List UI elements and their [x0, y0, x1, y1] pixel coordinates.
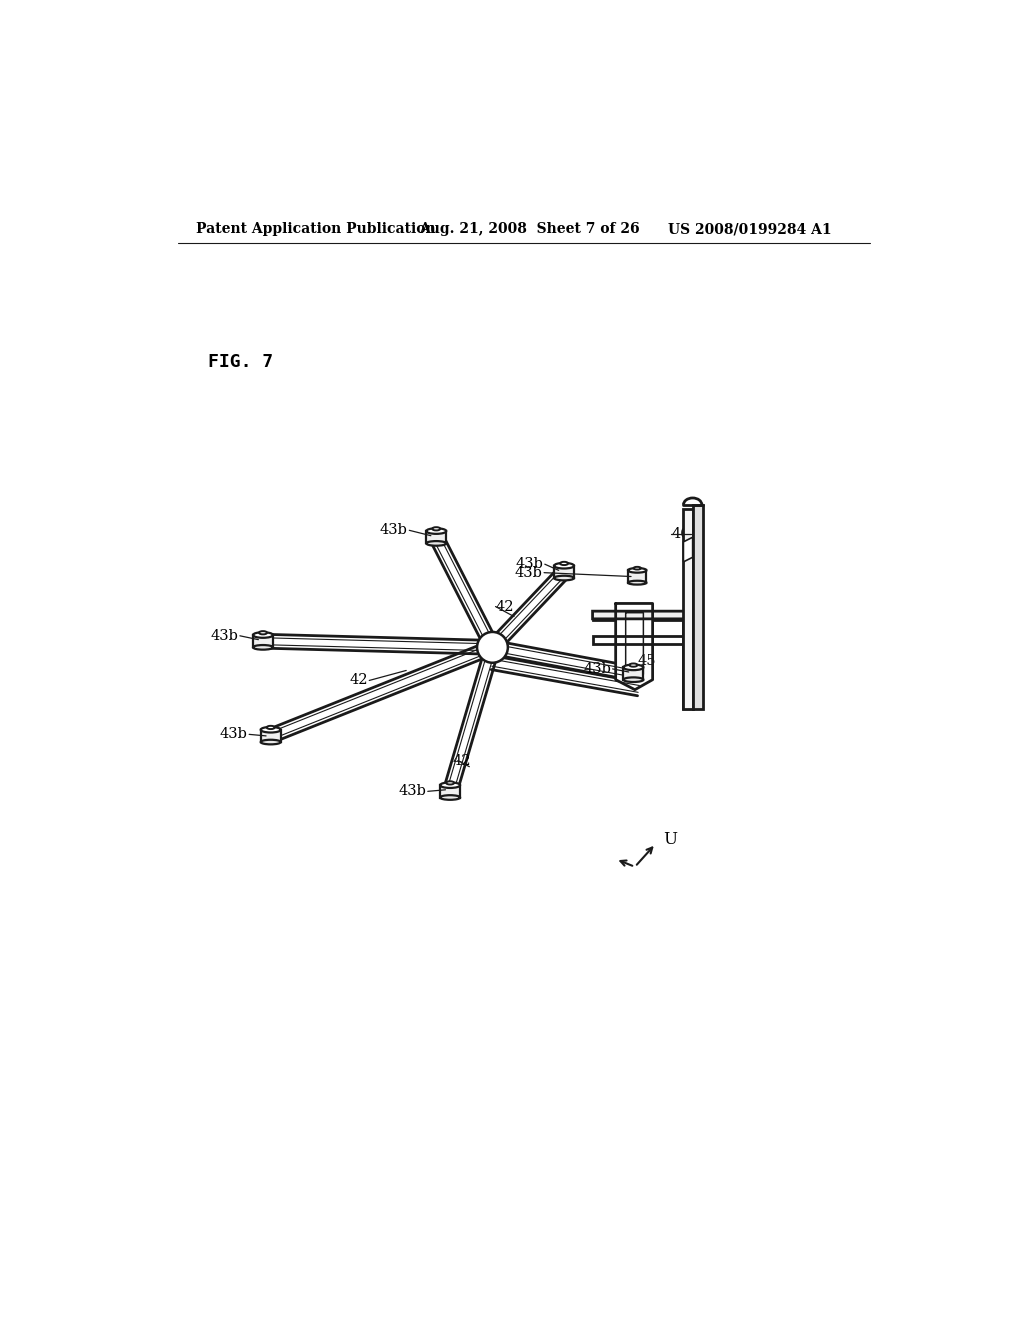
Ellipse shape: [426, 528, 446, 533]
Text: 43b: 43b: [211, 628, 239, 643]
Text: US 2008/0199284 A1: US 2008/0199284 A1: [668, 222, 831, 236]
Text: 45: 45: [638, 655, 656, 668]
Ellipse shape: [432, 527, 440, 531]
Ellipse shape: [624, 677, 643, 682]
Ellipse shape: [624, 664, 643, 671]
Polygon shape: [628, 570, 646, 582]
Ellipse shape: [554, 576, 574, 581]
Ellipse shape: [261, 739, 281, 744]
Ellipse shape: [628, 568, 646, 573]
Ellipse shape: [630, 664, 637, 667]
Polygon shape: [487, 568, 569, 652]
Ellipse shape: [554, 562, 574, 569]
Polygon shape: [593, 611, 683, 620]
Polygon shape: [593, 636, 683, 644]
Text: U: U: [664, 832, 678, 849]
Text: Patent Application Publication: Patent Application Publication: [196, 222, 435, 236]
Polygon shape: [492, 656, 640, 696]
Text: 43b: 43b: [380, 523, 408, 537]
Polygon shape: [492, 640, 635, 680]
Polygon shape: [440, 785, 460, 797]
Ellipse shape: [560, 562, 568, 565]
Circle shape: [477, 632, 508, 663]
Polygon shape: [615, 603, 652, 689]
Polygon shape: [624, 668, 643, 680]
Polygon shape: [683, 607, 692, 709]
Text: 43b: 43b: [398, 784, 426, 799]
Polygon shape: [692, 506, 702, 709]
Ellipse shape: [253, 632, 273, 638]
Polygon shape: [430, 535, 499, 651]
Text: 42: 42: [453, 754, 471, 767]
Text: 43b: 43b: [515, 557, 544, 572]
Polygon shape: [268, 642, 495, 742]
Text: FIG. 7: FIG. 7: [208, 354, 272, 371]
Ellipse shape: [426, 541, 446, 545]
Ellipse shape: [259, 631, 267, 635]
Ellipse shape: [634, 566, 641, 569]
Ellipse shape: [440, 783, 460, 788]
Ellipse shape: [253, 645, 273, 649]
Text: 42: 42: [496, 599, 514, 614]
Ellipse shape: [628, 581, 646, 585]
Polygon shape: [253, 635, 273, 647]
Polygon shape: [593, 607, 692, 619]
Polygon shape: [426, 531, 446, 544]
Ellipse shape: [266, 726, 274, 729]
Text: 42: 42: [349, 673, 368, 688]
Text: 43b: 43b: [515, 566, 543, 579]
Polygon shape: [554, 566, 574, 578]
Text: Aug. 21, 2008  Sheet 7 of 26: Aug. 21, 2008 Sheet 7 of 26: [419, 222, 640, 236]
Text: 46: 46: [671, 527, 690, 541]
Ellipse shape: [261, 727, 281, 733]
Polygon shape: [263, 635, 493, 655]
Polygon shape: [261, 730, 281, 742]
Ellipse shape: [440, 795, 460, 800]
Polygon shape: [683, 537, 692, 562]
Text: 43b: 43b: [583, 661, 611, 676]
Polygon shape: [443, 645, 499, 793]
Polygon shape: [683, 508, 692, 709]
Text: 43b: 43b: [220, 727, 248, 742]
Ellipse shape: [446, 781, 454, 784]
